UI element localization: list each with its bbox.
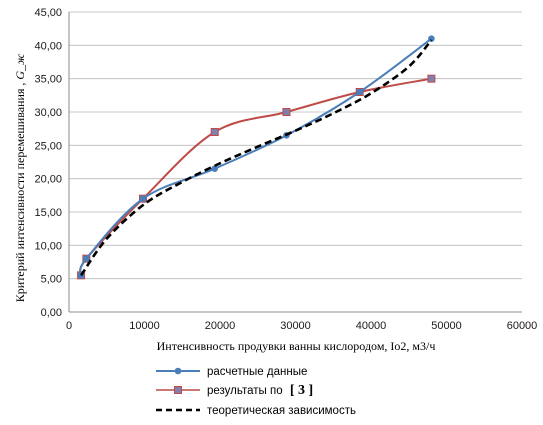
y-tick-label: 10,00	[34, 240, 62, 252]
data-point-calculated	[83, 255, 90, 262]
y-tick-label: 30,00	[34, 107, 62, 119]
y-tick-label: 40,00	[34, 40, 62, 52]
data-point-calculated	[428, 35, 435, 42]
y-tick-label: 15,00	[34, 207, 62, 219]
x-tick-label: 0	[66, 320, 72, 332]
data-point-calculated	[356, 88, 363, 96]
series-theoretical	[80, 39, 433, 277]
legend-marker-results	[174, 386, 182, 394]
x-tick-label: 50000	[431, 320, 462, 332]
axes	[68, 12, 522, 313]
y-tick-label: 0,00	[41, 307, 62, 319]
data-point-calculated	[211, 165, 219, 172]
data-point-results	[427, 74, 436, 83]
legend-marker-calculated	[174, 367, 182, 375]
y-tick-label: 25,00	[34, 140, 62, 152]
series	[77, 35, 436, 280]
legend-label-results: результаты по [ 3 ]	[207, 383, 313, 398]
y-axis-title: Критерий интенсивности перемешивания , G…	[13, 54, 27, 302]
legend-label-theoretical: теоретическая зависимость	[207, 405, 356, 417]
series-results	[77, 74, 436, 280]
y-tick-label: 45,00	[34, 7, 62, 19]
legend: расчетные данные результаты по [ 3 ] тео…	[156, 366, 356, 417]
y-tick-label: 20,00	[34, 174, 62, 186]
x-tick-label: 60000	[507, 320, 538, 332]
tick-labels: 0,00 5,00 10,00 15,00 20,00 25,00 30,00 35,00 40…	[34, 7, 537, 332]
series-line-calculated	[79, 37, 432, 276]
x-tick-label: 30000	[280, 320, 311, 332]
series-line-results	[79, 77, 432, 276]
data-point-results	[282, 108, 291, 116]
series-line-theoretical	[80, 39, 433, 277]
x-tick-label: 20000	[205, 320, 236, 332]
x-tick-label: 40000	[356, 320, 387, 332]
legend-label-calculated: расчетные данные	[207, 366, 307, 378]
x-axis-title: Интенсивность продувки ванны кислородом,…	[157, 339, 436, 353]
x-tick-label: 10000	[129, 320, 160, 332]
data-point-calculated	[139, 195, 147, 202]
y-tick-label: 5,00	[41, 274, 62, 286]
data-point-results	[210, 128, 219, 136]
legend-item-calculated: расчетные данные	[156, 366, 307, 378]
legend-item-theoretical: теоретическая зависимость	[156, 405, 356, 417]
y-tick-label: 35,00	[34, 74, 62, 86]
legend-item-results: результаты по [ 3 ]	[156, 383, 313, 398]
series-calculated	[77, 35, 435, 279]
grid	[69, 11, 522, 280]
